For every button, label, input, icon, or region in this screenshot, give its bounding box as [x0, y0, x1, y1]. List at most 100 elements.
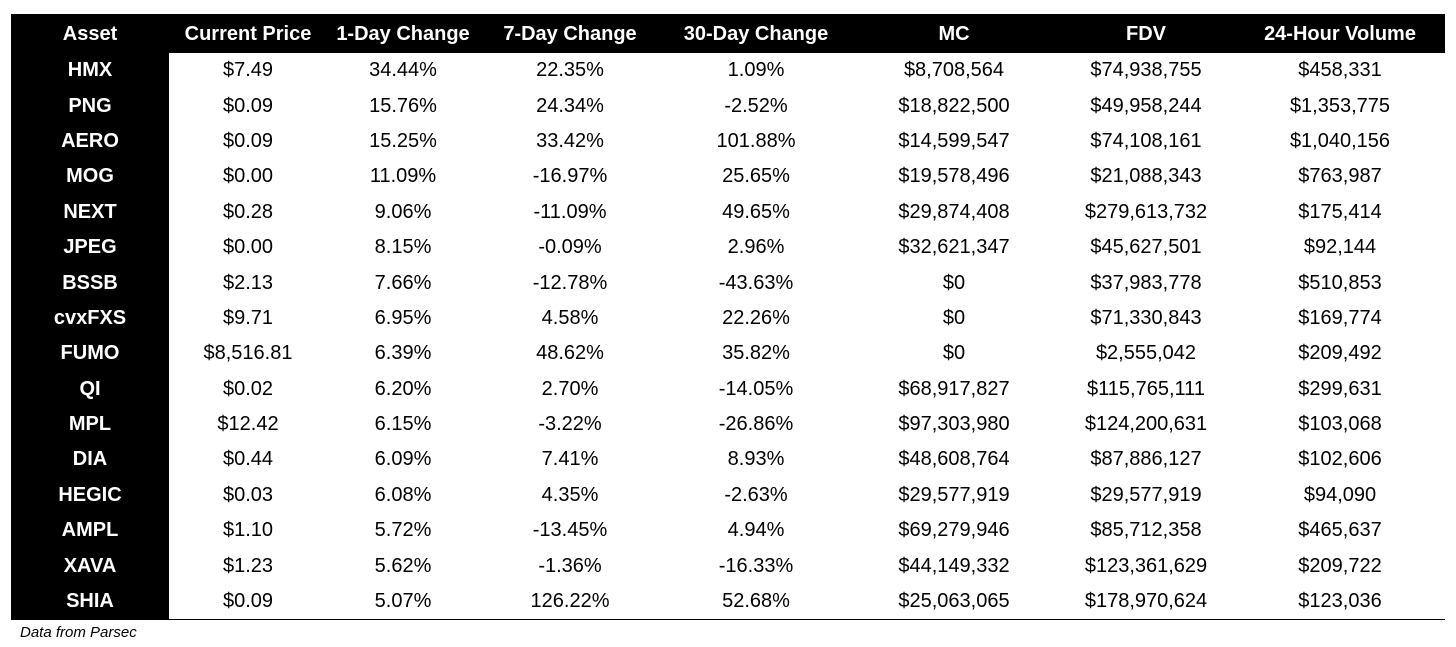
- table-cell: $0.09: [169, 583, 327, 620]
- table-cell: 8.93%: [661, 442, 851, 478]
- table-cell: $74,938,755: [1057, 53, 1235, 89]
- table-cell: 6.09%: [327, 442, 479, 478]
- table-cell: $97,303,980: [851, 406, 1057, 443]
- table-cell: $169,774: [1235, 300, 1445, 337]
- table-cell: $87,886,127: [1057, 442, 1235, 478]
- table-cell: 5.62%: [327, 548, 479, 584]
- column-header: Asset: [62, 23, 118, 45]
- table-cell: $2,555,042: [1057, 336, 1235, 372]
- table-cell: $299,631: [1235, 371, 1445, 407]
- table-cell: $44,149,332: [851, 548, 1057, 584]
- table-row: FUMO $8,516.81 6.39% 48.62% 35.82% $0 $2,555,0…: [11, 336, 1445, 372]
- table-cell: 2.70%: [479, 371, 661, 407]
- table-cell: -11.09%: [479, 194, 661, 230]
- asset-name-cell: AMPL: [11, 513, 169, 549]
- table-cell: 7.41%: [479, 442, 661, 478]
- table-cell: 4.35%: [479, 477, 661, 514]
- table-cell: 15.25%: [327, 123, 479, 160]
- table-cell: $763,987: [1235, 159, 1445, 195]
- table-cell: $18,822,500: [851, 88, 1057, 124]
- table-cell: 4.58%: [479, 300, 661, 337]
- table-cell: 7.66%: [327, 265, 479, 301]
- table-row: BSSB $2.13 7.66% -12.78% -43.63% $0 $37,983,77…: [11, 265, 1445, 301]
- data-source-caption: Data from Parsec: [20, 624, 137, 641]
- table-cell: $48,608,764: [851, 442, 1057, 478]
- asset-name-cell: QI: [11, 371, 169, 407]
- table-cell: 6.95%: [327, 300, 479, 337]
- table-cell: $8,708,564: [851, 53, 1057, 89]
- table-cell: 24.34%: [479, 88, 661, 124]
- table-cell: $1,353,775: [1235, 88, 1445, 124]
- table-cell: $209,722: [1235, 548, 1445, 584]
- header-row: Asset Current Price 1-Day Change 7-Day Chan…: [11, 14, 1445, 53]
- table-header: Asset Current Price 1-Day Change 7-Day Chan…: [11, 14, 1445, 53]
- table-cell: -1.36%: [479, 548, 661, 584]
- table-cell: 33.42%: [479, 123, 661, 160]
- column-header: 24-Hour Volume: [1264, 23, 1416, 45]
- table-row: SHIA $0.09 5.07% 126.22% 52.68% $25,063,065 $1…: [11, 583, 1445, 620]
- column-header: Current Price: [184, 23, 312, 45]
- table-cell: $0.00: [169, 159, 327, 195]
- table-cell: $124,200,631: [1057, 406, 1235, 443]
- table-body: HMX $7.49 34.44% 22.35% 1.09% $8,708,564 $74,9…: [11, 53, 1445, 620]
- data-table-frame: Asset Current Price 1-Day Change 7-Day Chan…: [11, 14, 1445, 620]
- table-cell: $510,853: [1235, 265, 1445, 301]
- column-header: MC: [938, 23, 970, 45]
- table-cell: $25,063,065: [851, 583, 1057, 620]
- table-cell: 49.65%: [661, 194, 851, 230]
- table-cell: $71,330,843: [1057, 300, 1235, 337]
- table-cell: 22.35%: [479, 53, 661, 89]
- table-row: AERO $0.09 15.25% 33.42% 101.88% $14,599,547 $…: [11, 123, 1445, 160]
- table-cell: -26.86%: [661, 406, 851, 443]
- table-cell: -14.05%: [661, 371, 851, 407]
- asset-name-cell: MOG: [11, 159, 169, 195]
- column-header: 1-Day Change: [336, 23, 470, 45]
- column-header: 7-Day Change: [503, 23, 637, 45]
- column-header: 30-Day Change: [683, 23, 829, 45]
- asset-name-cell: HEGIC: [11, 477, 169, 514]
- table-cell: $1,040,156: [1235, 123, 1445, 160]
- table-cell: $0: [851, 336, 1057, 372]
- table-cell: $8,516.81: [169, 336, 327, 372]
- table-row: DIA $0.44 6.09% 7.41% 8.93% $48,608,764 $87,88…: [11, 442, 1445, 478]
- table-cell: $1.10: [169, 513, 327, 549]
- table-cell: 25.65%: [661, 159, 851, 195]
- table-cell: 126.22%: [479, 583, 661, 620]
- table-cell: $68,917,827: [851, 371, 1057, 407]
- table-cell: 5.72%: [327, 513, 479, 549]
- asset-name-cell: SHIA: [11, 583, 169, 620]
- table-cell: $0.44: [169, 442, 327, 478]
- table-cell: $0.28: [169, 194, 327, 230]
- asset-name-cell: cvxFXS: [11, 300, 169, 337]
- table-row: XAVA $1.23 5.62% -1.36% -16.33% $44,149,332 $1…: [11, 548, 1445, 584]
- asset-name-cell: PNG: [11, 88, 169, 124]
- table-cell: $49,958,244: [1057, 88, 1235, 124]
- table-cell: $85,712,358: [1057, 513, 1235, 549]
- table-cell: $458,331: [1235, 53, 1445, 89]
- table-cell: 1.09%: [661, 53, 851, 89]
- table-row: QI $0.02 6.20% 2.70% -14.05% $68,917,827 $115,…: [11, 371, 1445, 407]
- table-cell: -43.63%: [661, 265, 851, 301]
- table-cell: 6.20%: [327, 371, 479, 407]
- table-cell: $0: [851, 300, 1057, 337]
- table-cell: 15.76%: [327, 88, 479, 124]
- table-cell: -2.63%: [661, 477, 851, 514]
- asset-name-cell: NEXT: [11, 194, 169, 230]
- table-cell: -3.22%: [479, 406, 661, 443]
- table-cell: -13.45%: [479, 513, 661, 549]
- table-cell: $45,627,501: [1057, 229, 1235, 266]
- table-cell: $14,599,547: [851, 123, 1057, 160]
- table-cell: 101.88%: [661, 123, 851, 160]
- table-cell: 34.44%: [327, 53, 479, 89]
- table-cell: $178,970,624: [1057, 583, 1235, 620]
- table-cell: $0.00: [169, 229, 327, 266]
- table-cell: $123,036: [1235, 583, 1445, 620]
- table-cell: 11.09%: [327, 159, 479, 195]
- table-cell: $29,577,919: [851, 477, 1057, 514]
- table-row: NEXT $0.28 9.06% -11.09% 49.65% $29,874,408 $2…: [11, 194, 1445, 230]
- table-row: cvxFXS $9.71 6.95% 4.58% 22.26% $0 $71,330,843…: [11, 300, 1445, 337]
- table-row: HEGIC $0.03 6.08% 4.35% -2.63% $29,577,919 $29…: [11, 477, 1445, 514]
- table-cell: $1.23: [169, 548, 327, 584]
- table-cell: $21,088,343: [1057, 159, 1235, 195]
- table-cell: $12.42: [169, 406, 327, 443]
